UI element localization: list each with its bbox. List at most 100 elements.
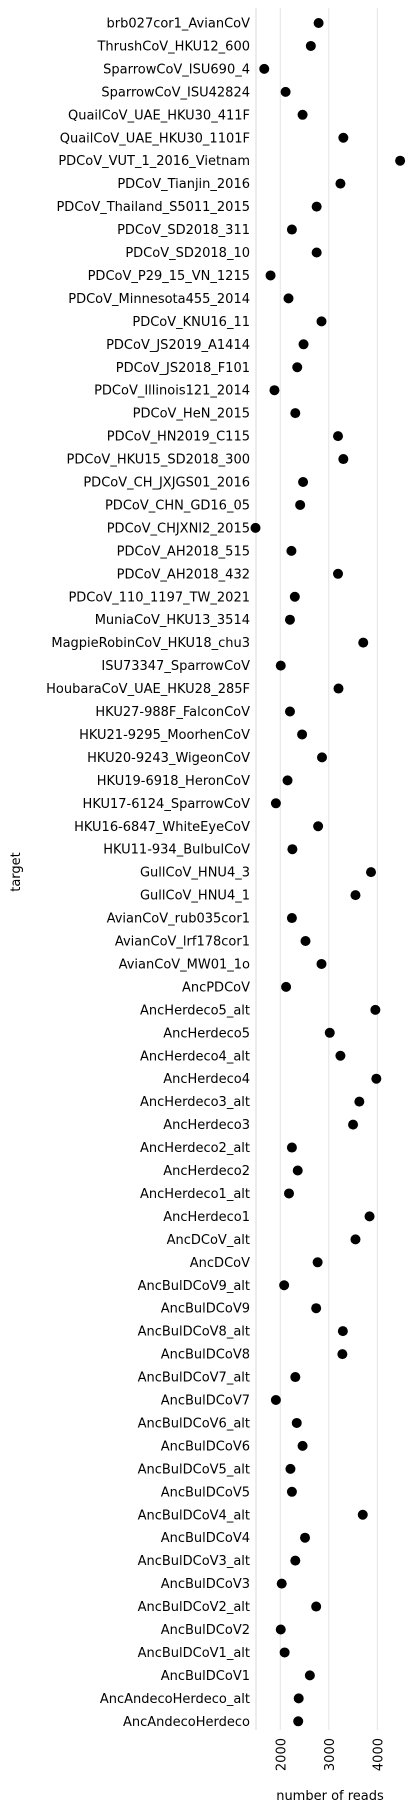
y-tick-label: AncAndecoHerdeco (123, 1715, 250, 1730)
y-tick-label: AncBulDCoV6_alt (138, 1416, 250, 1431)
y-tick-label: AncBulDCoV4 (161, 1531, 250, 1546)
data-point (279, 1280, 290, 1291)
data-point (335, 178, 346, 189)
y-tick-label: HKU17-6124_SparrowCoV (83, 797, 251, 812)
data-point (350, 1234, 361, 1245)
data-point (293, 1693, 304, 1704)
data-point (280, 86, 291, 97)
data-point (338, 132, 349, 143)
data-point (371, 1073, 382, 1084)
grid-lines (279, 8, 378, 1730)
data-point (311, 247, 322, 258)
data-point (316, 958, 327, 969)
y-tick-label: QuailCoV_UAE_HKU30_411F (68, 108, 250, 123)
data-point (311, 1303, 322, 1314)
data-point (297, 109, 308, 120)
data-point (311, 1601, 322, 1612)
y-tick-label: PDCoV_KNU16_11 (132, 315, 250, 330)
y-tick-label: MuniaCoV_HKU13_3514 (95, 613, 250, 628)
y-tick-label: SparrowCoV_ISU42824 (101, 85, 250, 100)
y-tick-label: AncBulDCoV6 (161, 1439, 250, 1454)
data-point (286, 545, 297, 556)
y-tick-label: HKU16-6847_WhiteEyeCoV (74, 820, 250, 835)
y-tick-label: AncHerdeco2 (163, 1164, 250, 1179)
data-point (290, 408, 301, 419)
data-point (313, 821, 324, 832)
data-point (270, 798, 281, 809)
data-point (304, 1670, 315, 1681)
data-point (275, 660, 286, 671)
y-axis-label: target (9, 852, 24, 892)
y-tick-label: AvianCoV_rub035cor1 (107, 912, 250, 927)
data-point (289, 591, 300, 602)
y-tick-label: PDCoV_JS2019_A1414 (106, 338, 250, 353)
y-tick-label: PDCoV_HN2019_C115 (107, 430, 250, 445)
data-point (290, 1372, 301, 1383)
data-point (276, 1578, 287, 1589)
data-point (286, 224, 297, 235)
data-points (250, 18, 406, 1727)
data-point (291, 1417, 302, 1428)
data-point (250, 522, 261, 533)
y-tick-label: HoubaraCoV_UAE_HKU28_285F (46, 682, 250, 697)
data-point (333, 431, 344, 442)
data-point (316, 316, 327, 327)
y-tick-label: HKU27-988F_FalconCoV (95, 705, 250, 720)
y-tick-label: PDCoV_AH2018_515 (117, 544, 250, 559)
y-tick-label: GullCoV_HNU4_3 (140, 866, 250, 881)
y-tick-label: AncBulDCoV5_alt (138, 1462, 250, 1477)
y-tick-labels: brb027cor1_AvianCoV ThrushCoV_HKU12_600 Sp… (46, 17, 250, 1730)
data-point (333, 568, 344, 579)
x-tick-label: 2000 (274, 1738, 289, 1771)
data-point (324, 1027, 335, 1038)
data-point (348, 1119, 359, 1130)
y-tick-label: AncBulDCoV3 (161, 1577, 250, 1592)
data-point (313, 18, 324, 28)
y-tick-label: PDCoV_SD2018_311 (117, 223, 250, 238)
y-tick-label: AncBulDCoV4_alt (138, 1508, 250, 1523)
y-tick-label: PDCoV_VUT_1_2016_Vietnam (58, 154, 250, 169)
data-point (275, 1624, 286, 1635)
y-tick-label: AncBulDCoV2 (161, 1623, 250, 1638)
y-tick-label: AncBulDCoV7_alt (138, 1371, 250, 1386)
y-tick-label: AncBulDCoV7 (161, 1394, 250, 1409)
data-point (300, 1532, 311, 1543)
y-tick-label: AncBulDCoV9_alt (138, 1279, 250, 1294)
x-axis-label: number of reads (276, 1789, 384, 1804)
y-tick-label: GullCoV_HNU4_1 (140, 889, 250, 904)
y-tick-label: AncHerdeco2_alt (140, 1141, 250, 1156)
data-point (290, 1555, 301, 1566)
y-tick-label: AncBulDCoV1 (161, 1669, 250, 1684)
y-tick-label: PDCoV_SD2018_10 (125, 246, 250, 261)
data-point (297, 1440, 308, 1451)
data-point (265, 270, 276, 281)
y-tick-label: AncHerdeco5 (163, 1026, 250, 1041)
data-point (284, 614, 295, 625)
y-tick-label: AncBulDCoV8_alt (138, 1325, 250, 1340)
y-tick-label: AvianCoV_lrf178cor1 (115, 935, 250, 950)
x-tick-label: 4000 (371, 1738, 386, 1771)
y-tick-label: PDCoV_CH_JXJGS01_2016 (83, 476, 250, 491)
data-point (354, 1096, 365, 1107)
y-tick-label: PDCoV_HKU15_SD2018_300 (67, 453, 250, 468)
y-tick-label: AncHerdeco4 (163, 1072, 250, 1087)
y-tick-label: PDCoV_Thailand_S5011_2015 (56, 200, 250, 215)
y-tick-label: QuailCoV_UAE_HKU30_1101F (60, 131, 250, 146)
y-tick-label: PDCoV_AH2018_432 (117, 567, 250, 582)
y-tick-label: AncHerdeco1 (163, 1210, 250, 1225)
y-tick-label: PDCoV_P29_15_VN_1215 (88, 269, 250, 284)
y-tick-label: AncBulDCoV8 (161, 1348, 250, 1363)
y-tick-label: AncHerdeco3 (163, 1118, 250, 1133)
y-tick-label: AncDCoV_alt (167, 1233, 250, 1248)
y-tick-label: ISU73347_SparrowCoV (101, 659, 250, 674)
y-tick-label: AncBulDCoV2_alt (138, 1600, 250, 1615)
y-tick-label: PDCoV_HeN_2015 (133, 407, 250, 422)
y-tick-label: HKU11-934_BulbulCoV (103, 843, 250, 858)
data-point (270, 1395, 281, 1405)
y-tick-label: AncBulDCoV3_alt (138, 1554, 250, 1569)
y-tick-label: ThrushCoV_HKU12_600 (96, 39, 250, 54)
data-point (298, 339, 309, 350)
y-tick-label: PDCoV_Minnesota455_2014 (68, 292, 250, 307)
data-point (292, 1165, 303, 1176)
